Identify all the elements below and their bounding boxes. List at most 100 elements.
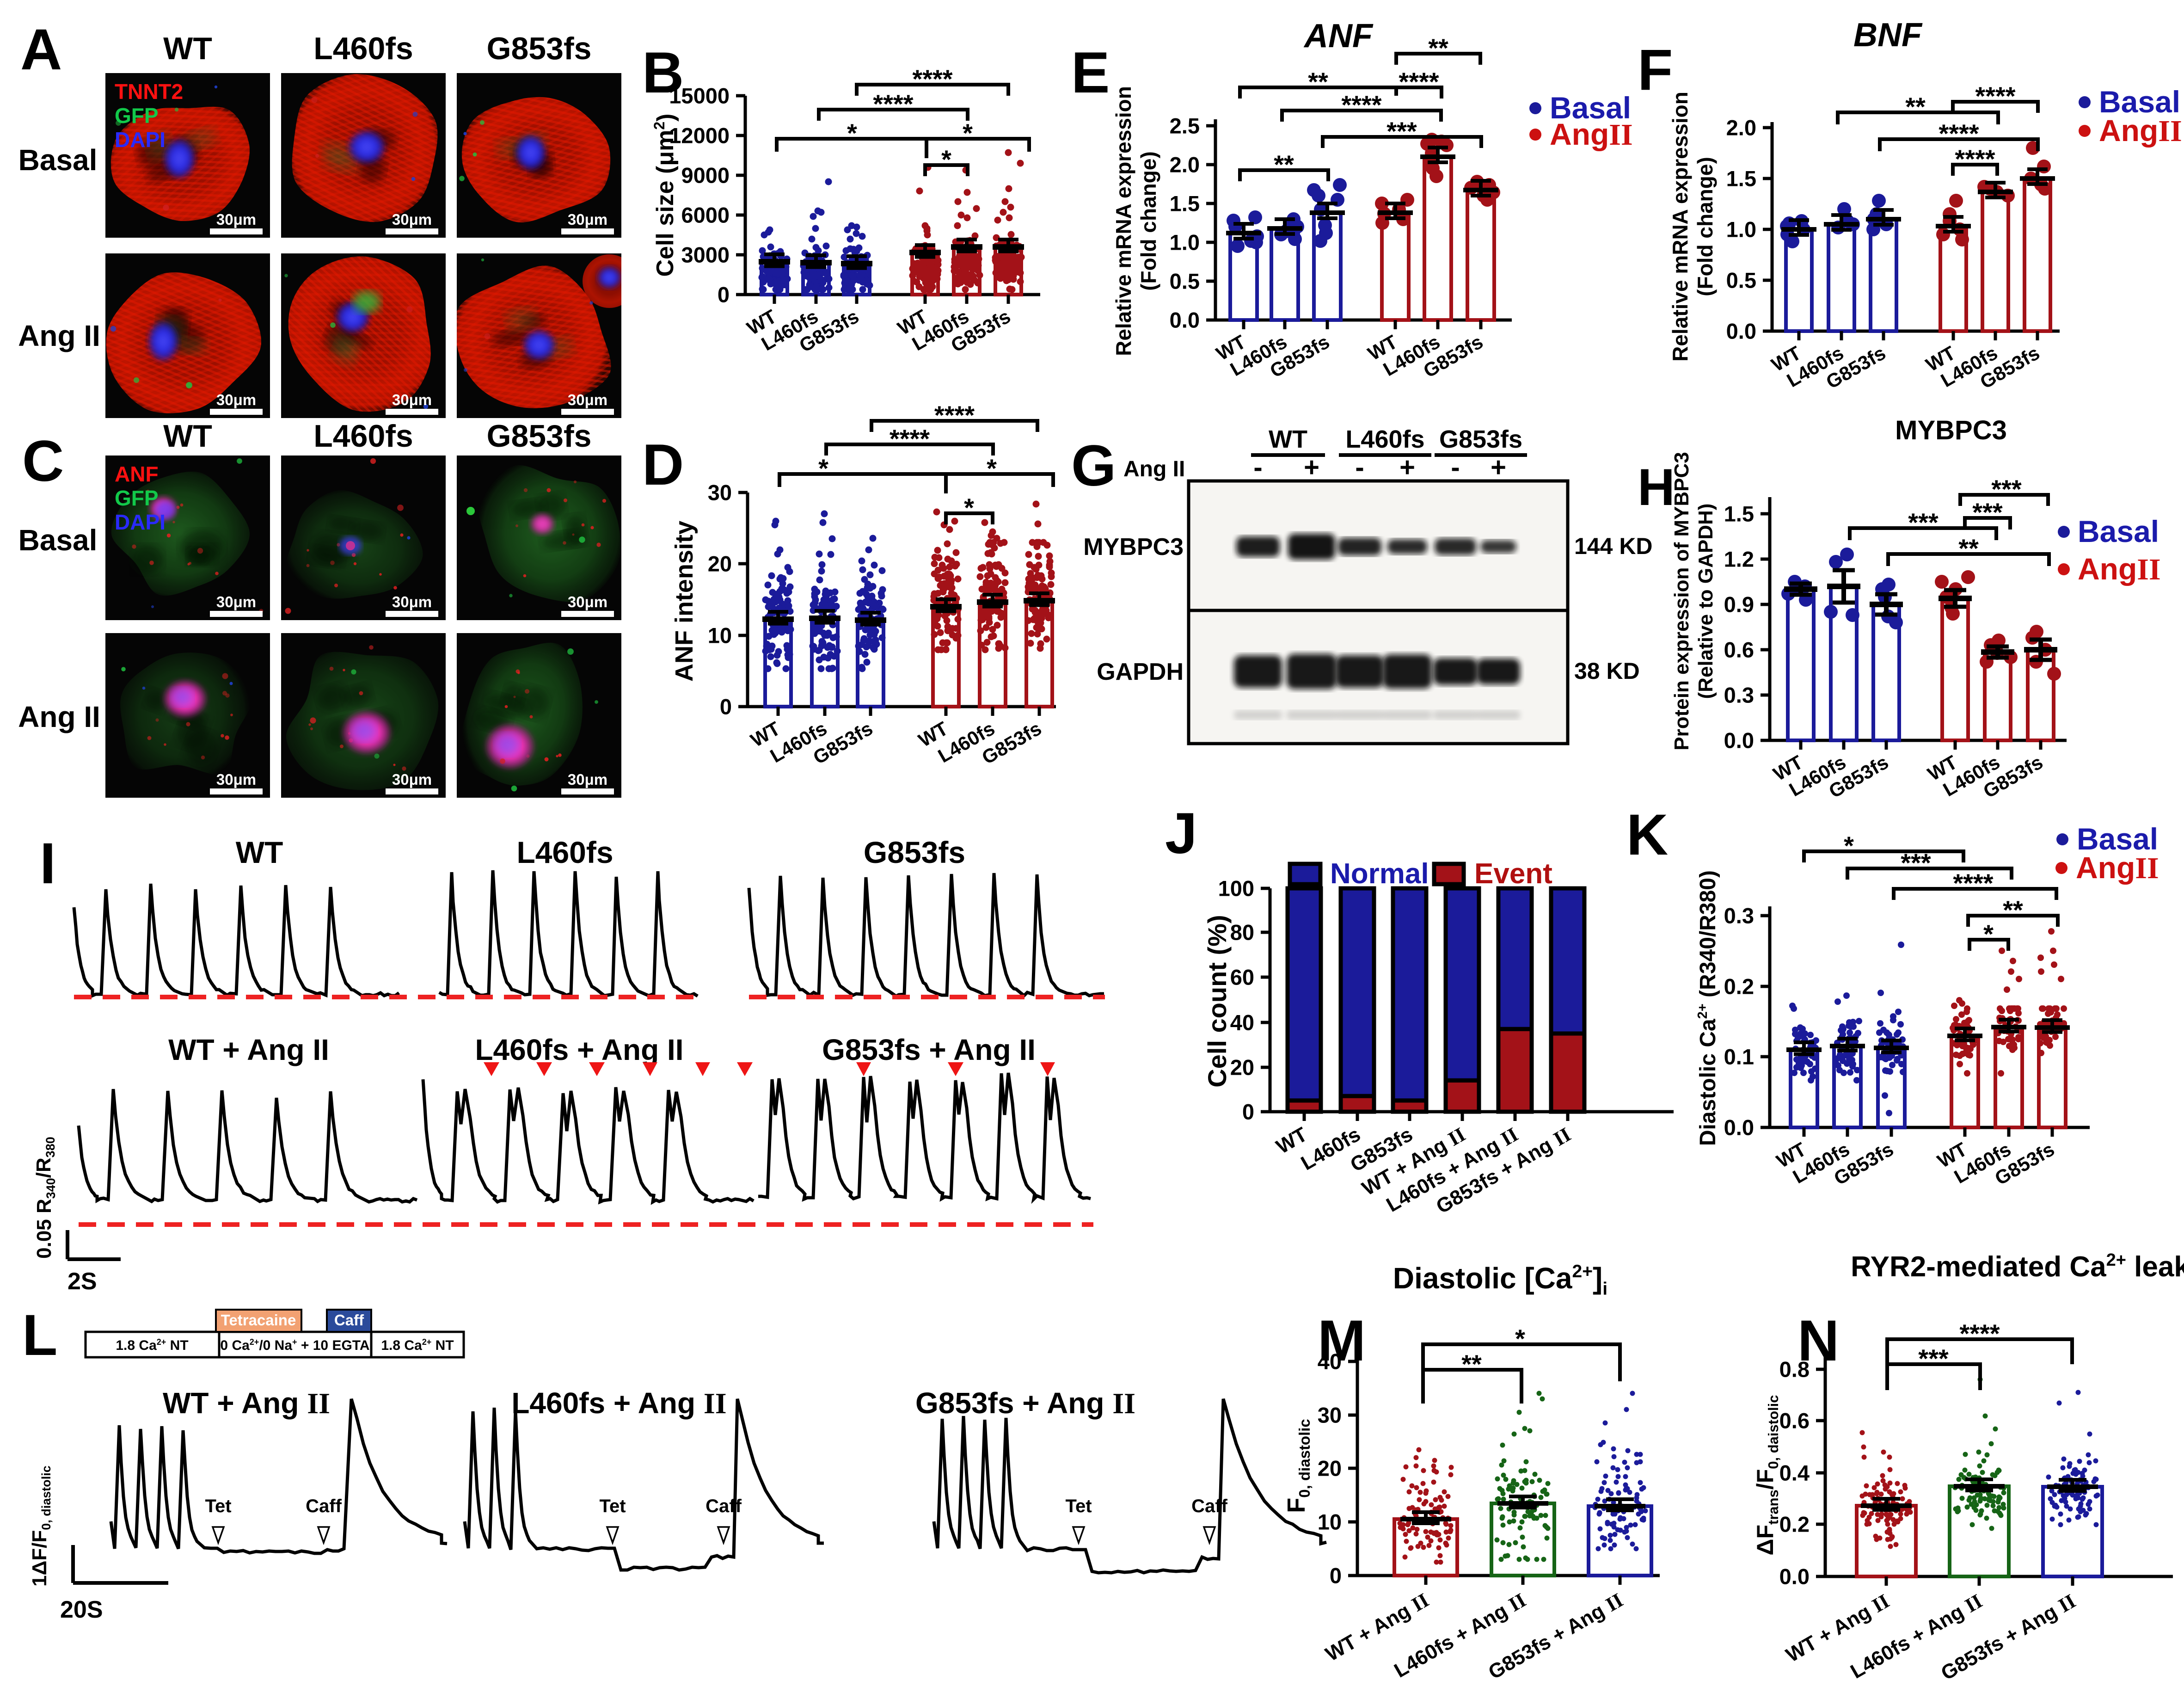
svg-text:*: * bbox=[1844, 831, 1854, 860]
svg-text:2.5: 2.5 bbox=[1170, 113, 1200, 138]
svg-text:GFP: GFP bbox=[115, 486, 159, 510]
svg-text:MYBPC3: MYBPC3 bbox=[1895, 415, 2007, 445]
svg-text:Tet: Tet bbox=[599, 1496, 626, 1516]
svg-text:9000: 9000 bbox=[681, 163, 730, 187]
svg-text:30μm: 30μm bbox=[392, 593, 432, 610]
svg-text:0.0: 0.0 bbox=[1170, 308, 1200, 332]
svg-text:A: A bbox=[20, 18, 62, 82]
svg-text:0.0: 0.0 bbox=[1724, 728, 1754, 752]
svg-text:WT + Ang II: WT + Ang II bbox=[168, 1033, 329, 1066]
svg-text:****: **** bbox=[1399, 67, 1439, 96]
svg-text:N: N bbox=[1798, 1309, 1839, 1373]
svg-text:0.2: 0.2 bbox=[1724, 974, 1754, 998]
svg-text:L460fs + Ang II: L460fs + Ang II bbox=[511, 1386, 726, 1420]
svg-text:0.2: 0.2 bbox=[1779, 1512, 1810, 1536]
svg-text:(Relative to GAPDH): (Relative to GAPDH) bbox=[1694, 504, 1717, 699]
svg-text:Cell count (%): Cell count (%) bbox=[1202, 915, 1232, 1087]
svg-text:L460fs: L460fs bbox=[1345, 425, 1424, 453]
svg-text:(Fold change): (Fold change) bbox=[1136, 151, 1160, 291]
svg-text:****: **** bbox=[873, 89, 913, 118]
svg-text:0 Ca2+/0 Na+ + 10 EGTA: 0 Ca2+/0 Na+ + 10 EGTA bbox=[220, 1337, 369, 1353]
svg-text:0.1: 0.1 bbox=[1724, 1044, 1754, 1069]
svg-text:E: E bbox=[1071, 41, 1110, 105]
svg-text:30μm: 30μm bbox=[216, 391, 256, 408]
svg-text:WT: WT bbox=[163, 419, 212, 454]
svg-text:G: G bbox=[1071, 434, 1116, 498]
svg-text:L460fs: L460fs bbox=[313, 419, 413, 454]
svg-text:Normal: Normal bbox=[1330, 858, 1429, 890]
svg-text:1.8 Ca2+ NT: 1.8 Ca2+ NT bbox=[381, 1337, 454, 1353]
svg-text:Tet: Tet bbox=[1065, 1496, 1092, 1516]
svg-text:30: 30 bbox=[708, 480, 732, 505]
svg-text:DAPI: DAPI bbox=[115, 510, 166, 534]
svg-text:(Fold change): (Fold change) bbox=[1693, 157, 1717, 296]
svg-text:GFP: GFP bbox=[115, 104, 159, 128]
svg-text:L460fs: L460fs bbox=[516, 835, 613, 869]
svg-text:Basal: Basal bbox=[2077, 822, 2158, 856]
svg-text:30μm: 30μm bbox=[216, 593, 256, 610]
svg-text:***: *** bbox=[1918, 1344, 1949, 1373]
svg-text:0.3: 0.3 bbox=[1724, 903, 1754, 928]
svg-text:20: 20 bbox=[1230, 1055, 1254, 1079]
svg-text:G853fs: G853fs bbox=[1439, 425, 1522, 453]
svg-text:L460fs + Ang II: L460fs + Ang II bbox=[475, 1033, 683, 1066]
svg-text:F0, diastolic: F0, diastolic bbox=[1282, 1419, 1313, 1513]
svg-text:20: 20 bbox=[708, 551, 732, 576]
svg-text:AngII: AngII bbox=[2099, 113, 2182, 148]
svg-text:*: * bbox=[847, 118, 857, 148]
svg-text:TNNT2: TNNT2 bbox=[115, 80, 183, 104]
svg-text:*: * bbox=[963, 118, 973, 148]
svg-text:1.5: 1.5 bbox=[1724, 501, 1754, 526]
svg-text:RYR2-mediated Ca2+ leak: RYR2-mediated Ca2+ leak bbox=[1851, 1250, 2184, 1283]
svg-text:0.05 R340/R380: 0.05 R340/R380 bbox=[32, 1137, 58, 1259]
svg-text:*: * bbox=[818, 454, 828, 483]
svg-text:***: *** bbox=[1386, 117, 1417, 146]
svg-text:***: *** bbox=[1908, 508, 1939, 537]
svg-text:****: **** bbox=[912, 64, 952, 93]
svg-text:*: * bbox=[1515, 1324, 1525, 1353]
svg-text:ANF: ANF bbox=[115, 462, 159, 486]
svg-text:H: H bbox=[1638, 458, 1675, 516]
svg-text:0.0: 0.0 bbox=[1779, 1564, 1810, 1588]
svg-text:F: F bbox=[1638, 38, 1673, 102]
svg-text:15000: 15000 bbox=[669, 83, 730, 108]
svg-text:ANF: ANF bbox=[1303, 18, 1374, 55]
svg-text:1.0: 1.0 bbox=[1726, 217, 1756, 241]
svg-text:Caff: Caff bbox=[334, 1311, 364, 1329]
svg-text:**: ** bbox=[1428, 33, 1448, 62]
svg-text:GAPDH: GAPDH bbox=[1097, 659, 1184, 685]
svg-text:Tetracaine: Tetracaine bbox=[221, 1311, 296, 1329]
svg-text:Ang II: Ang II bbox=[18, 700, 100, 733]
svg-text:Cell size (μm2): Cell size (μm2) bbox=[651, 113, 679, 277]
svg-text:G853fs: G853fs bbox=[487, 31, 592, 66]
svg-text:2.0: 2.0 bbox=[1170, 152, 1200, 177]
svg-text:38 KD: 38 KD bbox=[1574, 658, 1640, 684]
svg-text:10: 10 bbox=[1318, 1509, 1342, 1534]
svg-text:12000: 12000 bbox=[669, 123, 730, 148]
svg-text:****: **** bbox=[934, 400, 975, 430]
svg-text:0.0: 0.0 bbox=[1726, 319, 1756, 343]
svg-text:G853fs: G853fs bbox=[864, 835, 965, 869]
svg-text:Basal: Basal bbox=[2078, 514, 2159, 548]
svg-text:0.3: 0.3 bbox=[1724, 683, 1754, 707]
svg-text:**: ** bbox=[1308, 67, 1328, 96]
svg-text:D: D bbox=[642, 433, 684, 497]
svg-text:BNF: BNF bbox=[1853, 17, 1923, 54]
svg-text:G853fs: G853fs bbox=[487, 419, 592, 454]
svg-text:30: 30 bbox=[1318, 1403, 1342, 1427]
svg-text:30μm: 30μm bbox=[216, 771, 256, 788]
svg-text:***: *** bbox=[1972, 498, 2003, 527]
svg-text:****: **** bbox=[890, 424, 930, 453]
svg-text:6000: 6000 bbox=[681, 203, 730, 227]
svg-text:**: ** bbox=[1958, 534, 1979, 563]
svg-text:**: ** bbox=[1905, 92, 1926, 121]
svg-text:60: 60 bbox=[1230, 965, 1254, 989]
svg-text:30μm: 30μm bbox=[392, 391, 432, 408]
svg-text:Diastolic Ca2+ (R340/R380): Diastolic Ca2+ (R340/R380) bbox=[1695, 870, 1720, 1146]
svg-text:Relative mRNA expression: Relative mRNA expression bbox=[1111, 86, 1135, 356]
svg-text:-: - bbox=[1355, 452, 1364, 482]
svg-text:Basal: Basal bbox=[18, 523, 98, 557]
svg-text:30μm: 30μm bbox=[216, 211, 256, 228]
svg-text:*: * bbox=[964, 493, 974, 522]
svg-text:3000: 3000 bbox=[681, 242, 730, 267]
